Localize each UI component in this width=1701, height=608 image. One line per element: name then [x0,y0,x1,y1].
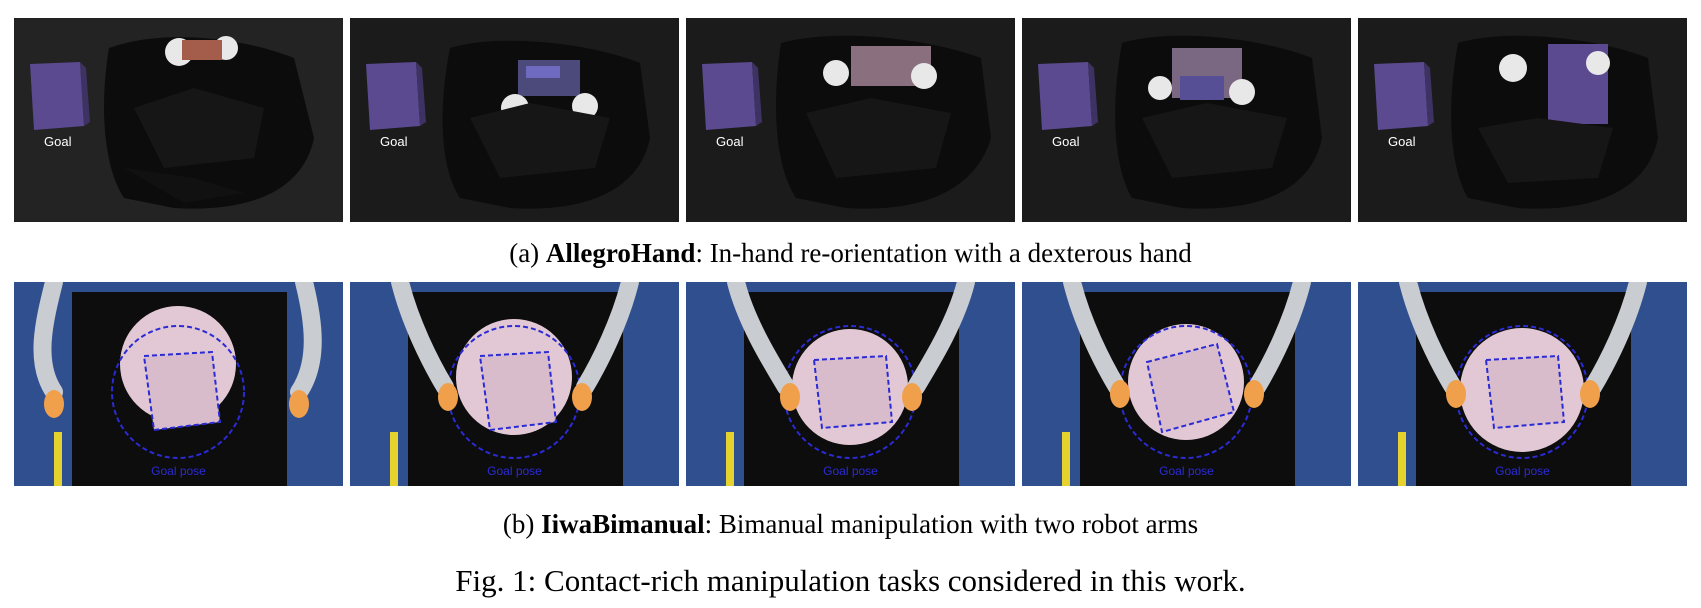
iiwabimanual-photo-2 [350,282,679,486]
figure-caption-label: Fig. 1: [455,563,537,598]
allegrohand-frame-1: Goal [14,18,343,222]
goal-label: Goal [380,134,408,149]
subfigure-a-tag: (a) [509,238,540,268]
goal-label: Goal [1388,134,1416,149]
goal-pose-label: Goal pose [1159,464,1214,478]
iiwabimanual-frame-5: Goal pose [1358,282,1687,486]
subfigure-b-name: IiwaBimanual [541,509,705,539]
iiwabimanual-frame-4: Goal pose [1022,282,1351,486]
iiwabimanual-frame-1: Goal pose [14,282,343,486]
goal-pose-label: Goal pose [487,464,542,478]
iiwabimanual-photo-1 [14,282,343,486]
subfigure-a-description: : In-hand re-orientation with a dexterou… [695,238,1192,268]
goal-pose-label: Goal pose [1495,464,1550,478]
iiwabimanual-photo-3 [686,282,1015,486]
subfigure-a-name: AllegroHand [545,238,696,268]
subfigure-a-caption: (a) AllegroHand: In-hand re-orientation … [0,238,1701,269]
allegrohand-frame-3: Goal [686,18,1015,222]
allegrohand-frame-5: Goal [1358,18,1687,222]
allegrohand-photo-2 [350,18,679,222]
iiwabimanual-photo-5 [1358,282,1687,486]
figure-caption: Fig. 1: Contact-rich manipulation tasks … [0,563,1701,599]
subfigure-b-description: : Bimanual manipulation with two robot a… [704,509,1199,539]
iiwabimanual-frame-3: Goal pose [686,282,1015,486]
allegrohand-frame-4: Goal [1022,18,1351,222]
subfigure-b-caption: (b) IiwaBimanual: Bimanual manipulation … [0,509,1701,540]
allegrohand-photo-4 [1022,18,1351,222]
allegrohand-photo-5 [1358,18,1687,222]
goal-pose-label: Goal pose [823,464,878,478]
subfigure-b-tag: (b) [502,509,535,539]
figure-caption-text: Contact-rich manipulation tasks consider… [544,563,1246,598]
iiwabimanual-image-row: Goal pose Goal pose [14,282,1687,486]
allegrohand-photo-1 [14,18,343,222]
iiwabimanual-frame-2: Goal pose [350,282,679,486]
goal-label: Goal [44,134,72,149]
allegrohand-frame-2: Goal [350,18,679,222]
allegrohand-image-row: Goal Goal Goal [14,18,1687,222]
goal-label: Goal [1052,134,1080,149]
iiwabimanual-photo-4 [1022,282,1351,486]
goal-pose-label: Goal pose [151,464,206,478]
goal-label: Goal [716,134,744,149]
allegrohand-photo-3 [686,18,1015,222]
